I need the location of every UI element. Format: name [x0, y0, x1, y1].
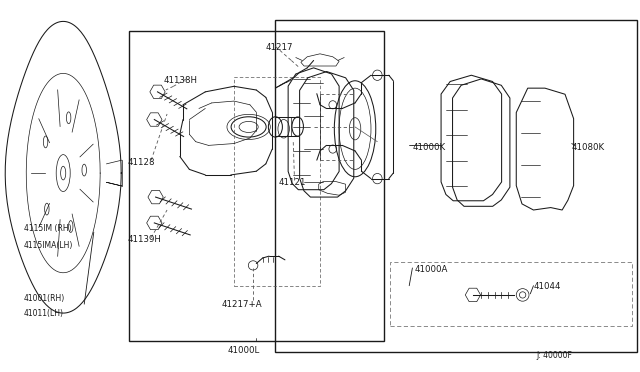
Text: J: 40000F: J: 40000F	[537, 351, 573, 360]
Bar	[390, 262, 632, 326]
Bar	[234, 77, 320, 286]
Text: 41000L: 41000L	[228, 346, 260, 355]
Text: 41217+A: 41217+A	[221, 300, 262, 309]
Text: 41139H: 41139H	[127, 235, 161, 244]
Text: 4115IMA(LH): 4115IMA(LH)	[24, 241, 73, 250]
Text: 41217: 41217	[266, 43, 293, 52]
Text: 41080K: 41080K	[572, 143, 605, 152]
Text: 41000K: 41000K	[412, 143, 445, 152]
Text: 41011(LH): 41011(LH)	[24, 309, 64, 318]
Text: 41121: 41121	[278, 178, 306, 187]
Text: 41128: 41128	[127, 157, 155, 167]
Bar	[275, 20, 637, 352]
Text: 41044: 41044	[534, 282, 561, 291]
Text: 41001(RH): 41001(RH)	[24, 294, 65, 303]
Text: 4115IM (RH): 4115IM (RH)	[24, 224, 71, 233]
Text: 41138H: 41138H	[164, 76, 198, 85]
Text: 41000A: 41000A	[414, 264, 448, 273]
Bar	[129, 31, 384, 341]
